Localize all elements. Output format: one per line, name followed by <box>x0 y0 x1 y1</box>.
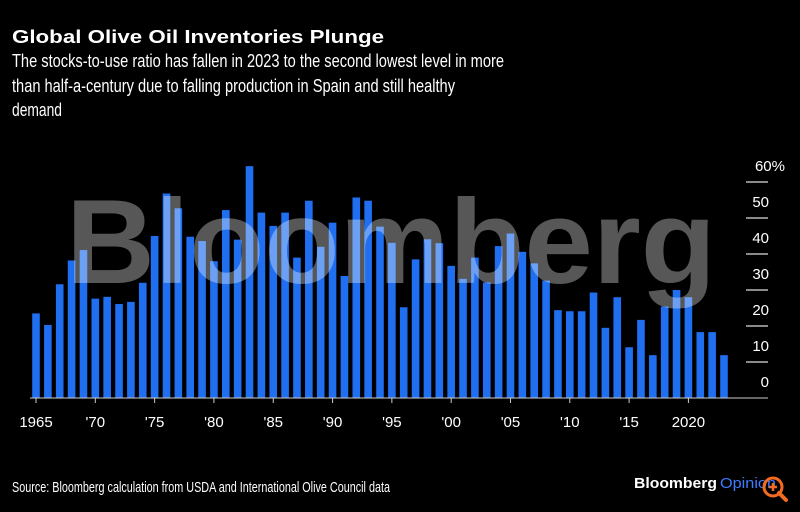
bar-1992 <box>352 197 361 398</box>
bar-2008 <box>542 280 550 398</box>
bar-2000 <box>447 265 455 398</box>
source-note: Source: Bloomberg calculation from USDA … <box>12 479 390 496</box>
y-tick-label: 40 <box>752 230 769 247</box>
logo-section: Opinion <box>720 475 776 492</box>
bar-1986 <box>281 212 289 398</box>
bar-1990 <box>328 222 337 398</box>
bar-2005 <box>506 233 515 398</box>
y-tick-label: 20 <box>752 302 769 319</box>
chart-subtitle-line-2: than half-a-century due to falling produ… <box>12 76 455 96</box>
bar-1967 <box>55 284 64 398</box>
bar-1998 <box>423 239 432 398</box>
x-tick-label: '85 <box>263 414 283 431</box>
bar-2001 <box>459 278 467 398</box>
bar-1985 <box>269 225 278 398</box>
y-tick-label: 0 <box>761 374 769 391</box>
bar-2004 <box>494 246 503 398</box>
bar-1974 <box>138 282 147 398</box>
bar-1980 <box>210 261 218 398</box>
bar-2014 <box>613 297 622 398</box>
bar-2012 <box>589 292 598 398</box>
bar-1966 <box>44 324 52 398</box>
bar-1999 <box>435 243 444 398</box>
bar-1993 <box>364 200 372 398</box>
bar-2011 <box>577 311 586 398</box>
y-axis: 60% 50 40 30 20 10 0 <box>746 158 785 391</box>
bar-1991 <box>340 275 349 398</box>
bar-1997 <box>411 259 420 398</box>
x-tick-label: '95 <box>382 414 402 431</box>
bar-2002 <box>471 257 479 398</box>
bar-2018 <box>660 306 669 398</box>
x-tick-label: '05 <box>501 414 521 431</box>
bar-1971 <box>103 296 111 398</box>
x-tick-label: '90 <box>323 414 343 431</box>
y-tick-label: 50 <box>752 194 769 211</box>
bar-2021 <box>696 332 705 398</box>
bar-1970 <box>91 298 100 398</box>
x-tick-label: '00 <box>441 414 461 431</box>
y-tick-label: 30 <box>752 266 769 283</box>
x-tick-label: '10 <box>560 414 580 431</box>
x-tick-label: 2020 <box>672 414 705 431</box>
bar-1977 <box>174 208 183 398</box>
bar-2007 <box>530 263 539 398</box>
y-tick-label: 60% <box>755 158 785 175</box>
x-tick-label: '70 <box>86 414 106 431</box>
bar-1976 <box>162 193 171 398</box>
x-axis: 1965 '70 '75 '80 '85 '90 '95 '00 '05 '10 '15 2020 <box>19 397 768 431</box>
bars <box>32 166 728 398</box>
bar-1994 <box>376 226 384 398</box>
bar-1973 <box>127 301 135 398</box>
bar-2019 <box>672 290 681 398</box>
chart-subtitle-line-3: demand <box>12 100 62 120</box>
bar-1968 <box>67 260 76 398</box>
bar-2017 <box>649 355 657 398</box>
bar-2023 <box>720 355 728 398</box>
y-tick-label: 10 <box>752 338 769 355</box>
magnifier-ring <box>762 476 784 498</box>
bar-1978 <box>186 236 195 398</box>
bar-1975 <box>150 236 159 398</box>
x-tick-label: '15 <box>619 414 639 431</box>
bar-2006 <box>518 251 527 398</box>
bar-1996 <box>399 307 408 398</box>
bar-1987 <box>293 257 301 398</box>
bar-2013 <box>601 327 610 398</box>
bar-1988 <box>305 200 313 398</box>
bar-2020 <box>684 297 693 398</box>
bar-1965 <box>32 313 40 398</box>
bar-1972 <box>115 304 123 398</box>
bar-2016 <box>637 319 645 398</box>
logo-brand: Bloomberg <box>634 475 717 492</box>
bar-1982 <box>233 239 242 398</box>
magnifier-handle <box>777 491 788 502</box>
magnifier-plus-icon[interactable] <box>762 476 788 502</box>
x-tick-label: '80 <box>204 414 224 431</box>
bar-1969 <box>79 250 88 398</box>
bar-2009 <box>554 310 562 398</box>
bar-2015 <box>625 347 633 398</box>
watermark: Bloomberg <box>66 175 716 309</box>
x-tick-label: '75 <box>145 414 165 431</box>
chart-subtitle-line-1: The stocks-to-use ratio has fallen in 20… <box>12 51 504 71</box>
bar-1984 <box>257 212 266 398</box>
bar-2003 <box>482 282 491 398</box>
bar-1983 <box>245 166 254 398</box>
bar-2022 <box>708 332 716 398</box>
chart-title: Global Olive Oil Inventories Plunge <box>12 27 384 47</box>
bar-1995 <box>388 242 396 398</box>
x-tick-label: 1965 <box>19 414 52 431</box>
bar-1979 <box>198 241 206 398</box>
bar-1981 <box>221 210 230 398</box>
bar-1989 <box>316 246 325 398</box>
bar-2010 <box>565 311 574 398</box>
